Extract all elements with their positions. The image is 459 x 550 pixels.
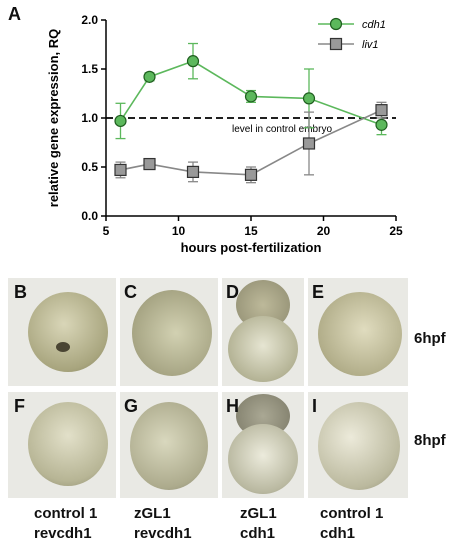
- stage-label-6hpf: 6hpf: [414, 330, 446, 347]
- condition-1-line1: control 1: [34, 505, 98, 522]
- embryo-h: [228, 424, 298, 494]
- y-tick-label: 0.0: [81, 209, 98, 223]
- y-tick-label: 0.5: [81, 160, 98, 174]
- data-point-cdh1: [114, 114, 127, 128]
- embryo-image-c: [120, 278, 218, 386]
- condition-3-line2: cdh1: [240, 525, 276, 542]
- series-line-liv1: [120, 109, 382, 176]
- panel-letter-c: C: [124, 282, 137, 302]
- data-point-liv1: [244, 168, 258, 181]
- data-point-cdh1: [244, 90, 258, 103]
- data-point-cdh1: [143, 70, 156, 83]
- condition-label-2: zGL1 revcdh1: [134, 504, 192, 544]
- data-point-liv1: [302, 137, 316, 150]
- panel-letter-g: G: [124, 396, 139, 416]
- embryo-d: [228, 316, 298, 382]
- x-tick-label: 10: [172, 224, 186, 238]
- condition-4-line1: control 1: [320, 505, 384, 522]
- y-axis-label: relative gene expression, RQ: [46, 29, 61, 207]
- panel-letter-i: I: [312, 396, 318, 416]
- x-tick-label: 15: [244, 224, 258, 238]
- expression-chart: 0.0 0.5 1.0 1.5 2.0 5 10 15 20 25 hours post-ferti…: [46, 13, 403, 255]
- panel-letter-h: H: [226, 396, 239, 416]
- x-tick-label: 5: [103, 224, 110, 238]
- panel-letter-d: D: [226, 282, 239, 302]
- embryo-e: [318, 292, 402, 376]
- condition-2-line2: revcdh1: [134, 525, 192, 542]
- panel-letter-b: B: [14, 282, 27, 302]
- condition-1-line2: revcdh1: [34, 525, 92, 542]
- embryo-i: [318, 402, 400, 490]
- embryo-c: [132, 290, 212, 376]
- embryo-image-e: [308, 278, 408, 386]
- legend-marker-cdh1: [329, 17, 343, 31]
- data-point-cdh1: [186, 55, 200, 68]
- data-point-liv1: [114, 163, 127, 177]
- stage-label-8hpf: 8hpf: [414, 432, 446, 449]
- reference-line-label: level in control embryo: [232, 124, 332, 135]
- condition-2-line1: zGL1: [134, 505, 171, 522]
- panel-letter-e: E: [312, 282, 325, 302]
- legend-marker-liv1: [329, 37, 343, 51]
- data-point-cdh1: [375, 118, 388, 131]
- condition-3-line1: zGL1: [240, 505, 277, 522]
- x-axis-label: hours post-fertilization: [181, 240, 322, 255]
- embryo-image-h: [222, 392, 304, 498]
- x-tick-label: 25: [389, 224, 403, 238]
- condition-label-3: zGL1 cdh1: [240, 504, 277, 544]
- panel-letter-f: F: [14, 396, 25, 416]
- legend-label-liv1: liv1: [362, 39, 379, 51]
- x-tick-label: 20: [317, 224, 331, 238]
- embryo-image-i: [308, 392, 408, 498]
- y-tick-label: 1.0: [81, 111, 98, 125]
- embryo-image-f: [8, 392, 116, 498]
- data-point-liv1: [143, 157, 156, 171]
- embryo-b: [28, 292, 108, 372]
- data-point-cdh1: [302, 92, 316, 105]
- condition-4-line2: cdh1: [320, 525, 356, 542]
- data-point-liv1: [375, 104, 388, 117]
- legend-label-cdh1: cdh1: [362, 19, 386, 31]
- embryo-image-d: [222, 278, 304, 386]
- data-point-liv1: [186, 165, 200, 178]
- embryo-image-b: [8, 278, 116, 386]
- series-line-cdh1: [119, 60, 382, 126]
- condition-label-4: control 1 cdh1: [320, 504, 383, 544]
- condition-label-1: control 1 revcdh1: [34, 504, 97, 544]
- embryo-image-g: [120, 392, 218, 498]
- embryo-g: [130, 402, 208, 490]
- y-tick-label: 1.5: [81, 62, 98, 76]
- y-tick-label: 2.0: [81, 13, 98, 27]
- embryo-f: [28, 402, 108, 486]
- panel-letter-a: A: [8, 4, 21, 24]
- embryo-b-spot: [56, 342, 70, 352]
